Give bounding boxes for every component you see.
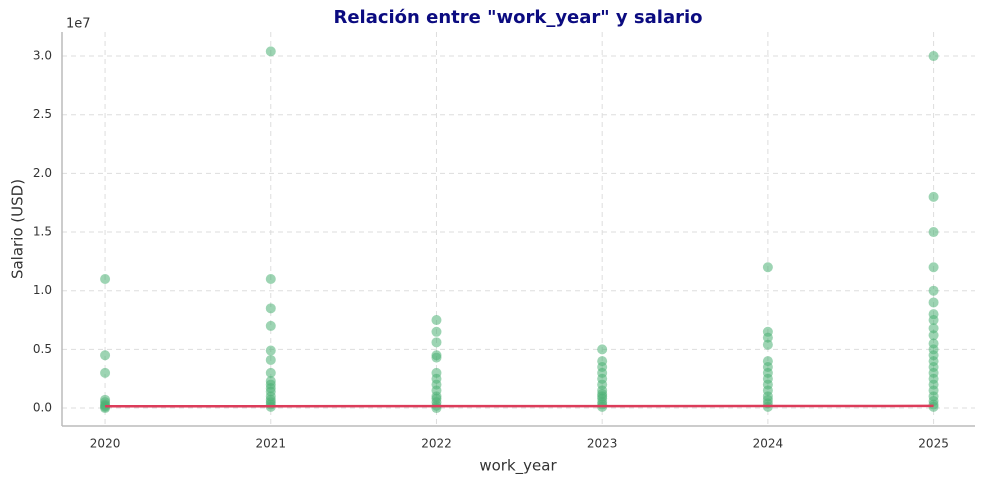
y-tick-label: 2.5 bbox=[33, 107, 52, 121]
chart-title: Relación entre "work_year" y salario bbox=[333, 7, 702, 28]
point bbox=[928, 262, 939, 273]
point bbox=[265, 273, 276, 284]
y-tick-label: 1.5 bbox=[33, 225, 52, 239]
point bbox=[265, 320, 276, 331]
y-tick-label: 0.5 bbox=[33, 342, 52, 356]
point bbox=[762, 339, 773, 350]
y-offset-label: 1e7 bbox=[66, 17, 91, 32]
y-tick-label: 1.0 bbox=[33, 283, 52, 297]
point bbox=[431, 326, 442, 337]
point bbox=[100, 350, 111, 361]
point bbox=[928, 323, 939, 334]
point bbox=[431, 403, 442, 414]
point bbox=[928, 315, 939, 326]
point bbox=[928, 227, 939, 238]
point bbox=[928, 191, 939, 202]
point bbox=[100, 403, 111, 414]
point bbox=[100, 273, 111, 284]
point bbox=[431, 337, 442, 348]
y-tick-label: 0.0 bbox=[33, 401, 52, 415]
x-axis-label: work_year bbox=[479, 457, 557, 476]
x-tick-label: 2022 bbox=[421, 437, 452, 451]
point bbox=[265, 46, 276, 57]
x-tick-label: 2023 bbox=[587, 437, 618, 451]
y-tick-label: 2.0 bbox=[33, 166, 52, 180]
point bbox=[928, 285, 939, 296]
point bbox=[265, 367, 276, 378]
x-tick-label: 2024 bbox=[753, 437, 784, 451]
point bbox=[265, 345, 276, 356]
point bbox=[597, 344, 608, 355]
x-tick-label: 2021 bbox=[256, 437, 287, 451]
y-axis-label: Salario (USD) bbox=[9, 179, 27, 279]
x-tick-label: 2020 bbox=[90, 437, 121, 451]
point bbox=[265, 354, 276, 365]
point bbox=[431, 352, 442, 363]
point bbox=[928, 297, 939, 308]
point bbox=[928, 330, 939, 341]
point bbox=[100, 367, 111, 378]
y-tick-label: 3.0 bbox=[33, 49, 52, 63]
x-tick-label: 2025 bbox=[918, 437, 949, 451]
point bbox=[265, 303, 276, 314]
point bbox=[928, 51, 939, 62]
point bbox=[762, 262, 773, 273]
point bbox=[762, 332, 773, 343]
point bbox=[431, 315, 442, 326]
